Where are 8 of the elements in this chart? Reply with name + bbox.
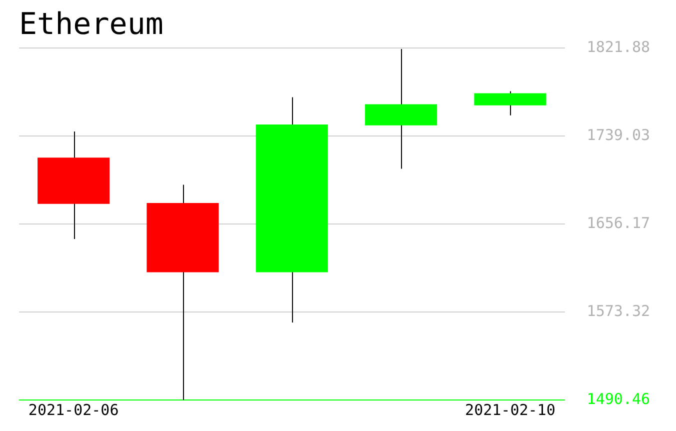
y-tick-label: 1573.32 [586, 302, 650, 320]
y-tick-label: 1656.17 [586, 214, 650, 232]
y-tick-label: 1490.46 [586, 390, 650, 408]
x-tick-label: 2021-02-10 [465, 400, 556, 419]
y-tick-label: 1739.03 [586, 126, 650, 144]
y-tick-label: 1821.88 [586, 38, 650, 56]
x-tick-label: 2021-02-06 [28, 400, 119, 419]
chart-title: Ethereum [19, 6, 164, 42]
